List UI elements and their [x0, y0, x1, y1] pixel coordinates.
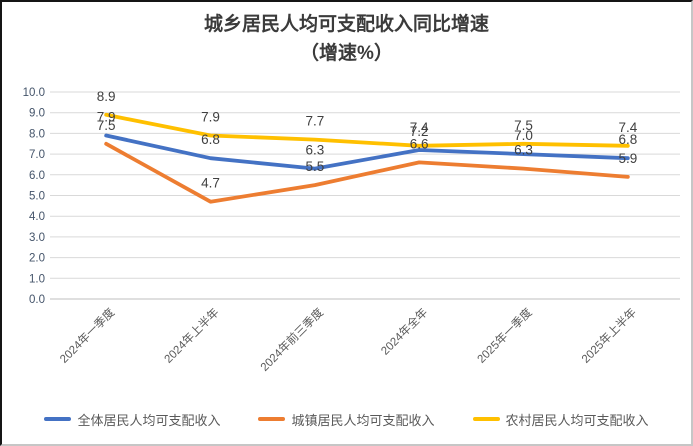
legend-item-urban-residents: 城镇居民人均可支配收入 — [258, 410, 435, 429]
legend-label: 农村居民人均可支配收入 — [505, 412, 649, 428]
data-point-label: 7.9 — [97, 109, 116, 124]
y-axis-tick-label: 9.0 — [29, 108, 45, 120]
y-axis-tick-label: 2.0 — [29, 253, 45, 265]
legend-item-rural-residents: 农村居民人均可支配收入 — [472, 410, 649, 429]
series-line — [104, 133, 630, 171]
data-point-label: 4.7 — [201, 176, 220, 191]
y-axis-tick-label: 4.0 — [29, 211, 45, 223]
data-point-label: 6.3 — [305, 143, 324, 158]
y-axis-tick-label: 7.0 — [29, 149, 45, 161]
y-axis-tick-label: 10.0 — [23, 87, 45, 99]
y-axis-tick-label: 3.0 — [29, 232, 45, 244]
data-point-label: 5.9 — [618, 151, 637, 166]
data-point-label: 8.9 — [97, 89, 116, 104]
data-point-label: 7.0 — [514, 128, 533, 143]
data-point-label: 7.5 — [97, 118, 116, 133]
data-point-label: 6.6 — [410, 136, 429, 151]
x-axis-category-label: 2024年一季度 — [57, 305, 118, 366]
legend-line-swatch-blue — [44, 417, 72, 421]
x-axis-category-label: 2025年上半年 — [578, 305, 639, 366]
x-axis-category-label: 2024年全年 — [378, 305, 430, 357]
chart-title-line1: 城乡居民人均可支配收入同比增速 — [203, 14, 489, 35]
legend-label: 城镇居民人均可支配收入 — [291, 412, 435, 428]
y-axis-tick-label: 6.0 — [29, 170, 45, 182]
y-axis-tick-label: 0.0 — [29, 294, 45, 306]
data-point-label: 7.9 — [201, 109, 220, 124]
x-axis-category-label: 2024年上半年 — [161, 305, 222, 366]
data-point-label: 6.8 — [201, 132, 220, 147]
chart-title: 城乡居民人均可支配收入同比增速 （增速%） — [2, 10, 691, 69]
x-axis-category-label: 2024年前三季度 — [257, 305, 326, 374]
y-axis-tick-label: 5.0 — [29, 191, 45, 203]
y-axis-tick-label: 1.0 — [29, 273, 45, 285]
legend-line-swatch-yellow — [472, 417, 500, 421]
chart-title-line2: （增速%） — [300, 43, 393, 65]
data-point-label: 6.3 — [514, 143, 533, 158]
chart-legend: 全体居民人均可支配收入 城镇居民人均可支配收入 农村居民人均可支配收入 — [2, 405, 691, 433]
data-point-label: 5.5 — [305, 159, 324, 174]
legend-label: 全体居民人均可支配收入 — [77, 412, 221, 428]
y-axis-tick-label: 8.0 — [29, 128, 45, 140]
legend-item-all-residents: 全体居民人均可支配收入 — [44, 410, 220, 429]
data-point-label: 7.5 — [514, 118, 533, 133]
line-chart-plot-area: 0.0 1.0 2.0 3.0 4.0 5.0 6.0 7.0 8.0 9.0 10.0 2024年一… — [23, 87, 680, 374]
series-line — [104, 141, 630, 204]
data-point-label: 7.4 — [618, 120, 637, 135]
x-axis-category-label: 2025年一季度 — [474, 305, 535, 366]
series-line — [104, 112, 630, 148]
data-point-label: 6.8 — [618, 132, 637, 147]
data-point-label: 7.7 — [305, 114, 324, 129]
data-point-label: 7.2 — [410, 124, 429, 139]
legend-line-swatch-orange — [258, 417, 286, 421]
data-point-label: 7.4 — [410, 120, 429, 135]
